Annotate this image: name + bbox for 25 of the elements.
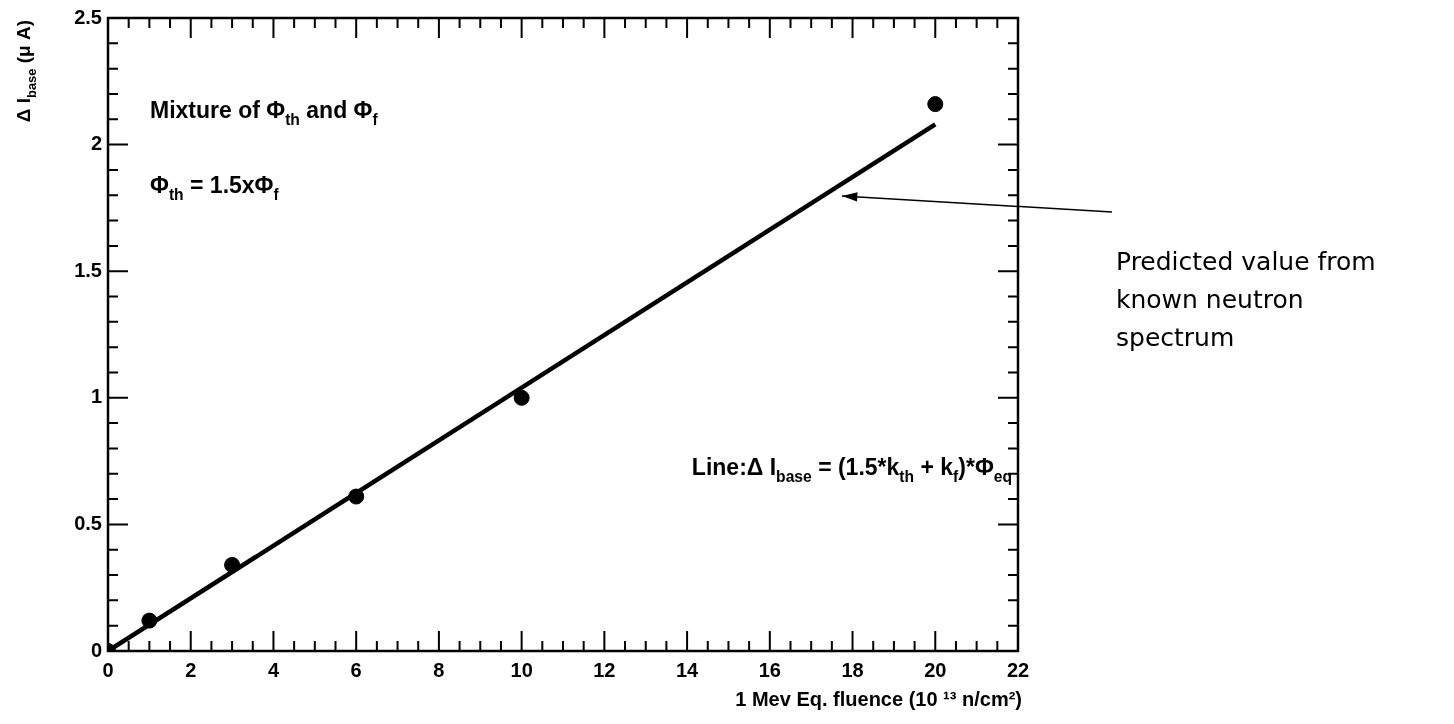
y-axis-title: Δ Ibase (μ A) [13,20,39,123]
text: Predicted value from known neutron spectrum [1116,247,1376,352]
point [513,389,530,406]
x-tick-label: 20 [924,658,947,681]
x-tick-label: 8 [433,658,445,681]
x-tick-label: 22 [1006,658,1030,681]
y-tick-label: 2 [90,132,102,155]
y-tick-label: 2.5 [74,5,102,28]
point [927,96,944,113]
x-tick-label: 6 [350,658,362,681]
x-tick-label: 2 [185,658,197,681]
x-tick-label: 18 [841,658,864,681]
x-axis-title: 1 Mev Eq. fluence (10 ¹³ n/cm²) [735,688,1023,710]
y-tick-label: 1.5 [74,258,102,281]
x-tick-label: 16 [758,658,781,681]
point [224,556,241,573]
point [141,612,158,629]
x-tick-label: 4 [267,658,280,681]
x-tick-label: 12 [593,658,616,681]
y-tick-label: 0 [90,638,102,661]
y-tick-label: 0.5 [74,511,102,534]
x-tick-label: 14 [675,658,700,681]
x-tick-label: 10 [510,658,533,681]
point [348,488,365,505]
y-tick-label: 1 [90,385,102,408]
